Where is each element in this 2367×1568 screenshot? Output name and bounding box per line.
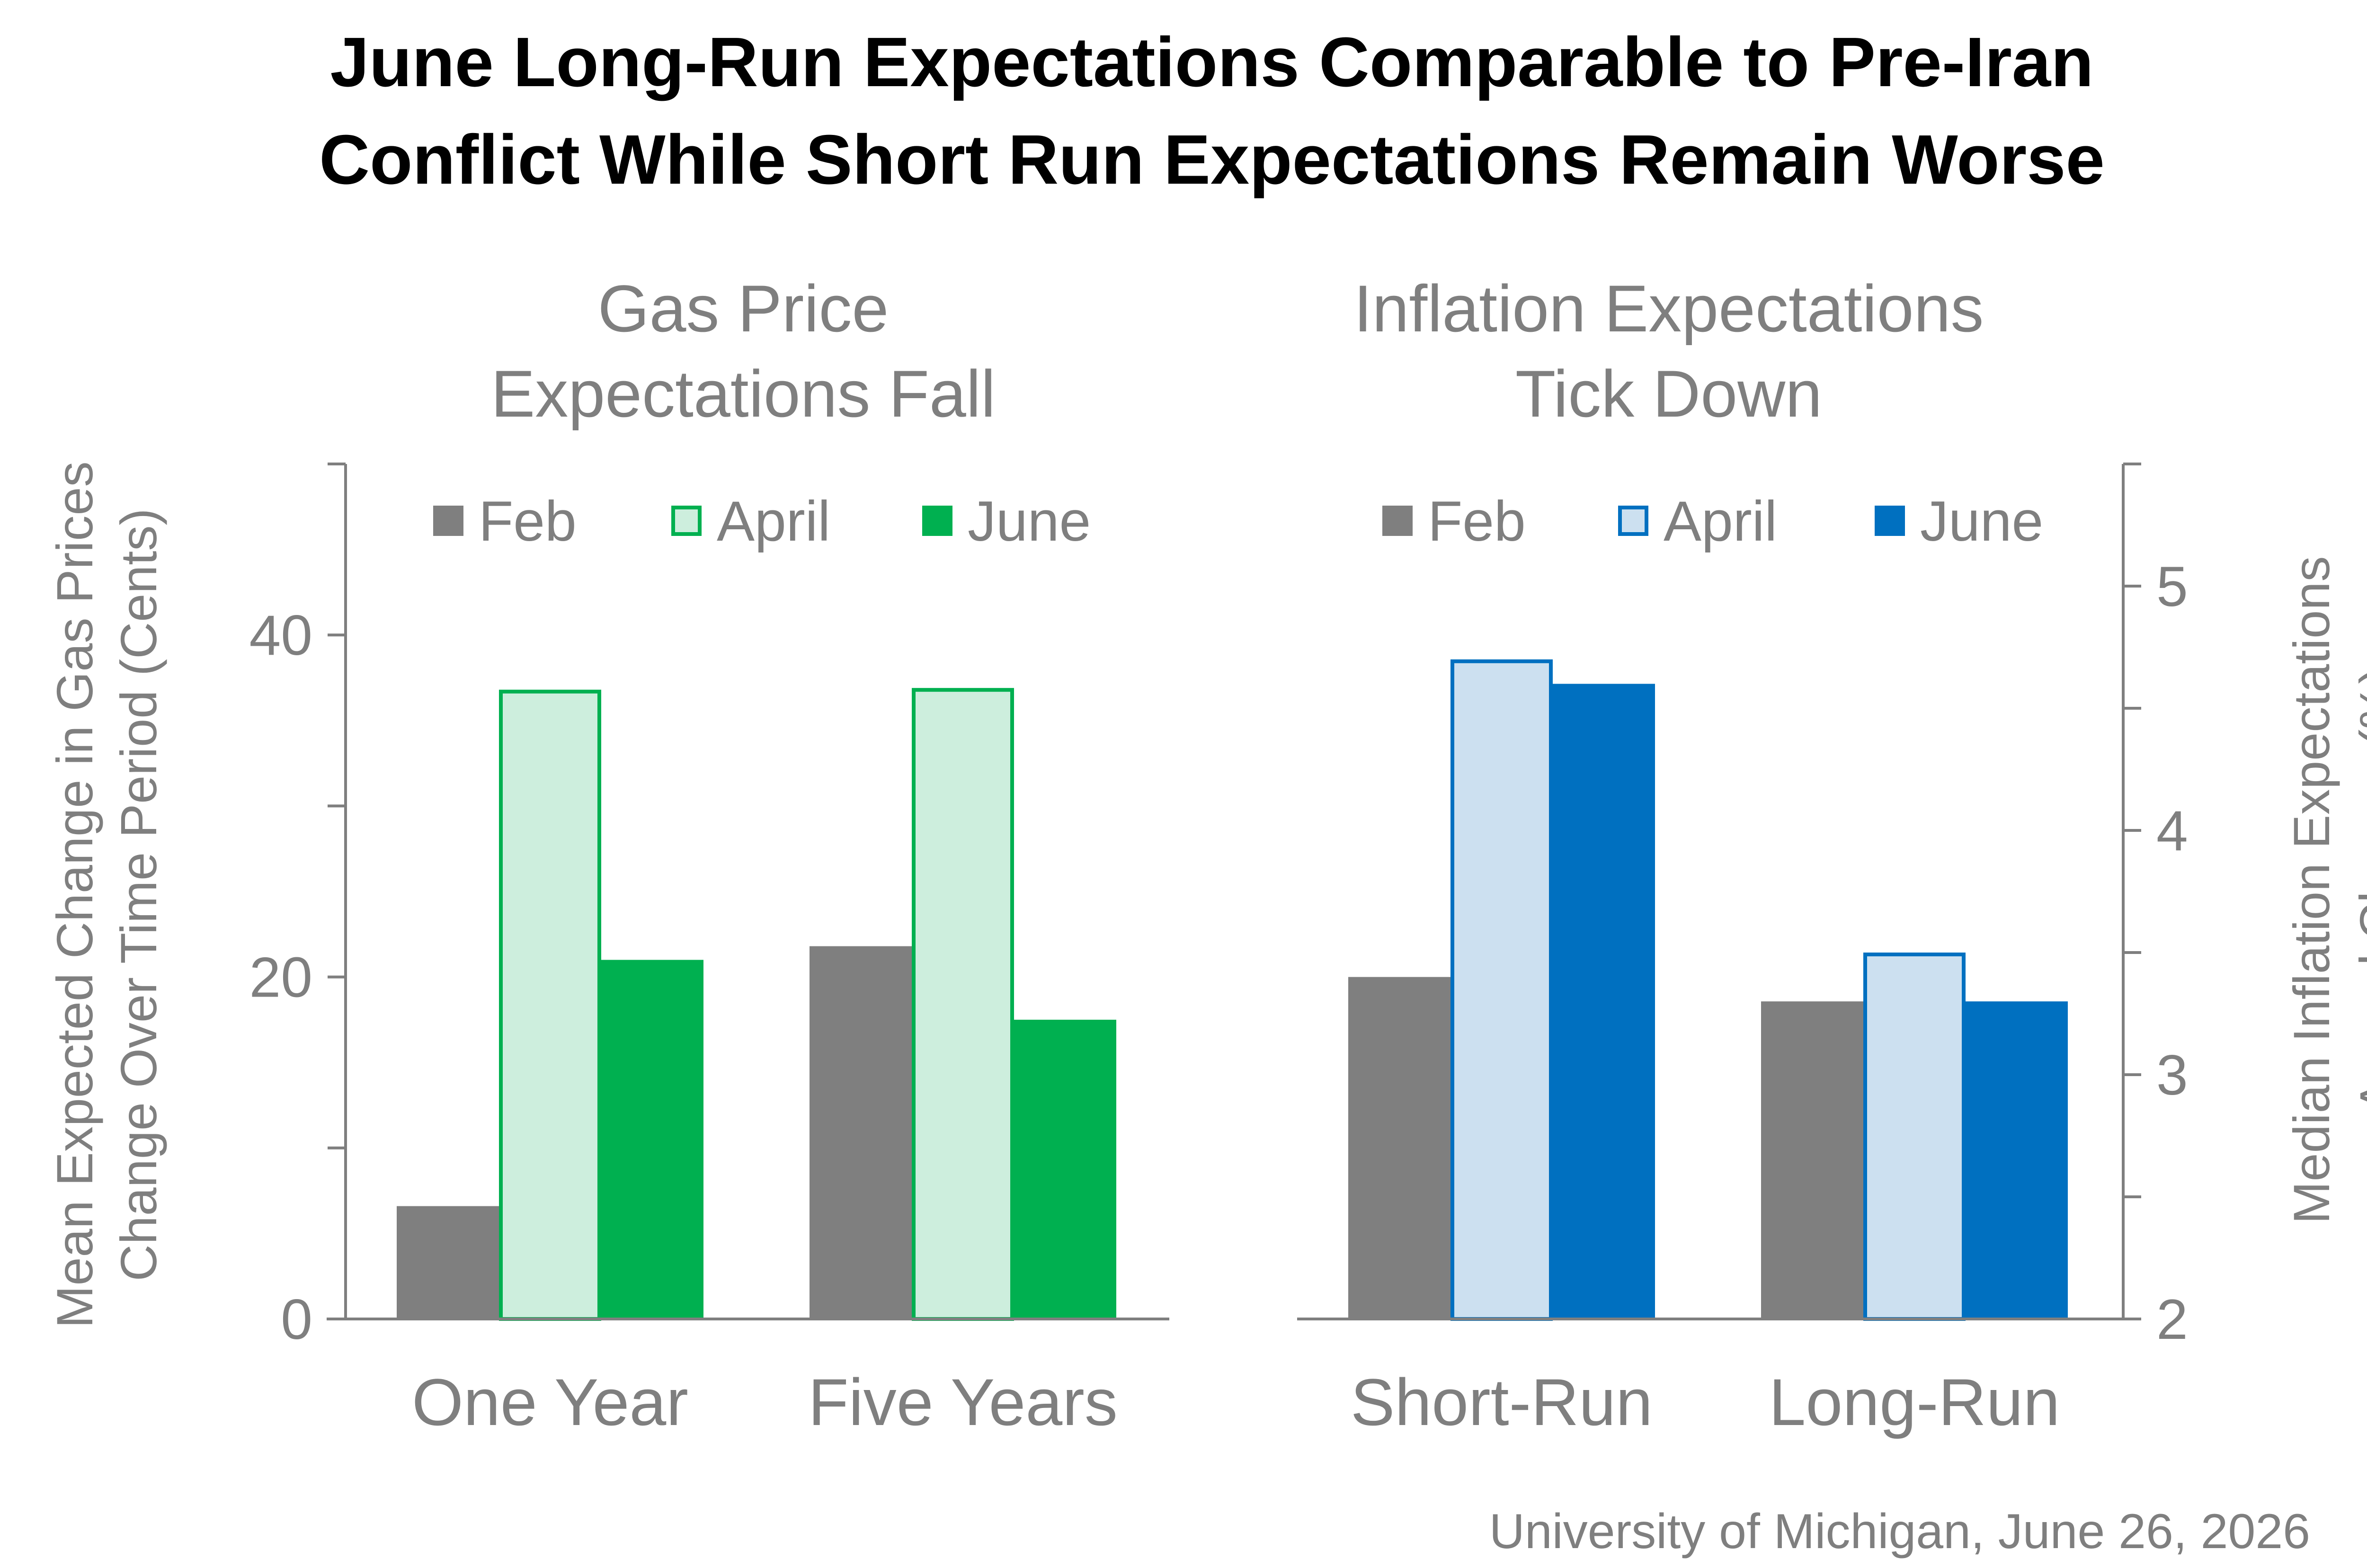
gas-price-panel: Gas Price Expectations Fall Mean Expecte… bbox=[46, 271, 1169, 1439]
inflation-panel: Inflation Expectations Tick Down Median … bbox=[1297, 271, 2367, 1439]
source-note: University of Michigan, June 26, 2026 bbox=[1489, 1504, 2310, 1559]
gas-y-axis-label-line1: Mean Expected Change in Gas Prices bbox=[46, 462, 103, 1328]
gas-bar-one-year-april bbox=[499, 689, 601, 1321]
inflation-y-tick-label: 3 bbox=[2156, 1043, 2188, 1107]
gas-axis-group: One Year Five Years 0 20 40 bbox=[249, 463, 1169, 1439]
inflation-y-tick-label: 4 bbox=[2156, 799, 2188, 863]
inflation-panel-subtitle-line1: Inflation Expectations bbox=[1354, 271, 1984, 346]
gas-y-tick-label: 0 bbox=[281, 1288, 312, 1351]
inflation-axis-group: Short-Run Long-Run 2 3 4 5 bbox=[1297, 463, 2188, 1439]
inflation-y-tick-label: 2 bbox=[2156, 1288, 2188, 1351]
inflation-legend-swatch-feb bbox=[1382, 506, 1413, 536]
gas-category-label-five-years: Five Years bbox=[808, 1365, 1118, 1439]
gas-y-axis-label-line2: Change Over Time Period (Cents) bbox=[110, 508, 167, 1282]
inflation-panel-subtitle-line2: Tick Down bbox=[1515, 356, 1822, 431]
gas-legend: Feb April June bbox=[433, 490, 1091, 553]
gas-bars-group bbox=[397, 688, 1116, 1321]
inflation-legend-label-june: June bbox=[1920, 490, 2043, 553]
gas-legend-label-june: June bbox=[968, 490, 1091, 553]
inflation-category-label-short-run: Short-Run bbox=[1351, 1365, 1653, 1439]
inflation-legend-swatch-april bbox=[1618, 506, 1648, 536]
gas-bar-five-years-feb bbox=[810, 946, 912, 1319]
gas-legend-label-feb: Feb bbox=[479, 490, 577, 553]
inflation-bar-long-run-june bbox=[1966, 1001, 2068, 1319]
inflation-bar-short-run-feb bbox=[1348, 977, 1450, 1319]
inflation-bar-short-run-april bbox=[1450, 659, 1553, 1321]
inflation-legend-label-april: April bbox=[1664, 490, 1777, 553]
gas-legend-label-april: April bbox=[717, 490, 830, 553]
inflation-bars-group bbox=[1348, 659, 2068, 1321]
chart-title-line2: Conflict While Short Run Expectations Re… bbox=[319, 121, 2105, 199]
gas-category-label-one-year: One Year bbox=[412, 1365, 688, 1439]
inflation-bar-long-run-april bbox=[1863, 953, 1966, 1321]
gas-panel-subtitle-line2: Expectations Fall bbox=[491, 356, 996, 431]
inflation-bar-short-run-june bbox=[1553, 684, 1655, 1319]
inflation-legend-label-feb: Feb bbox=[1428, 490, 1526, 553]
gas-bar-one-year-feb bbox=[397, 1206, 499, 1319]
chart-title-line1: June Long-Run Expectations Comparable to… bbox=[330, 23, 2093, 101]
inflation-y-axis-label-line2: Annual Change (%) bbox=[2349, 667, 2367, 1114]
gas-legend-swatch-feb bbox=[433, 506, 463, 536]
gas-y-tick-label: 20 bbox=[249, 946, 312, 1009]
gas-legend-swatch-june bbox=[922, 506, 952, 536]
inflation-y-axis-label-line1: Median Inflation Expectations bbox=[2283, 556, 2340, 1224]
gas-y-tick-label: 40 bbox=[249, 604, 312, 667]
inflation-category-label-long-run: Long-Run bbox=[1769, 1365, 2060, 1439]
gas-bar-five-years-april bbox=[912, 688, 1014, 1321]
inflation-bar-long-run-feb bbox=[1761, 1001, 1863, 1319]
inflation-legend-swatch-june bbox=[1875, 506, 1905, 536]
inflation-legend: Feb April June bbox=[1382, 490, 2043, 553]
gas-bar-one-year-june bbox=[601, 960, 703, 1319]
gas-panel-subtitle-line1: Gas Price bbox=[598, 271, 889, 346]
gas-bar-five-years-june bbox=[1014, 1019, 1116, 1319]
inflation-y-tick-label: 5 bbox=[2156, 555, 2188, 618]
gas-legend-swatch-april bbox=[671, 506, 702, 536]
